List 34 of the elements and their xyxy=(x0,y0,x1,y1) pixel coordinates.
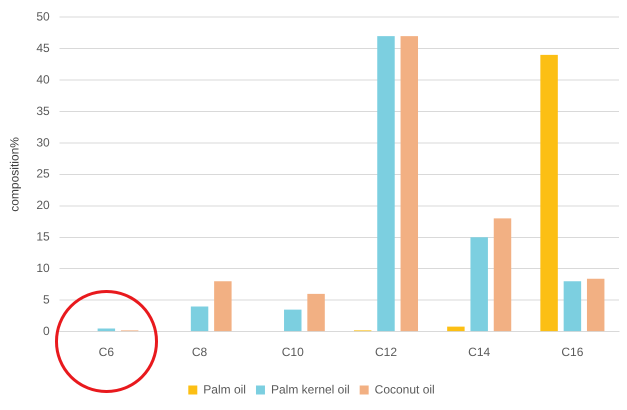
y-tick-label: 45 xyxy=(36,40,50,55)
bar xyxy=(494,218,512,332)
legend-label: Palm oil xyxy=(203,382,246,396)
bar xyxy=(377,36,395,332)
bar xyxy=(284,310,302,332)
x-tick-label: C16 xyxy=(561,345,584,360)
bar xyxy=(540,54,558,332)
bar xyxy=(470,237,488,332)
x-tick-label: C6 xyxy=(98,345,114,360)
y-tick-label: 20 xyxy=(36,198,50,212)
x-tick-label: C14 xyxy=(468,345,491,360)
bar xyxy=(214,281,232,332)
bar xyxy=(586,278,604,332)
y-tick-label: 50 xyxy=(36,10,50,24)
y-tick-label: 35 xyxy=(36,104,50,118)
y-tick-label: 0 xyxy=(43,324,50,338)
x-tick-label: C10 xyxy=(282,345,304,360)
y-tick-label: 15 xyxy=(36,230,50,244)
bar xyxy=(400,36,418,332)
x-tick-label: C8 xyxy=(192,345,208,360)
bar xyxy=(447,326,465,332)
legend-label: Palm kernel oil xyxy=(270,382,350,396)
x-tick-label: C12 xyxy=(374,345,398,360)
bar xyxy=(190,306,208,332)
y-tick-label: 40 xyxy=(36,72,50,86)
legend-label: Coconut oil xyxy=(374,382,435,396)
y-tick-label: 5 xyxy=(43,292,50,306)
bar xyxy=(564,281,582,332)
bar xyxy=(307,294,325,332)
y-tick-label: 25 xyxy=(36,166,50,181)
y-tick-label: 30 xyxy=(36,135,50,150)
bar xyxy=(98,328,116,332)
y-axis-title: composition% xyxy=(8,136,22,212)
y-tick-label: 10 xyxy=(36,261,50,276)
